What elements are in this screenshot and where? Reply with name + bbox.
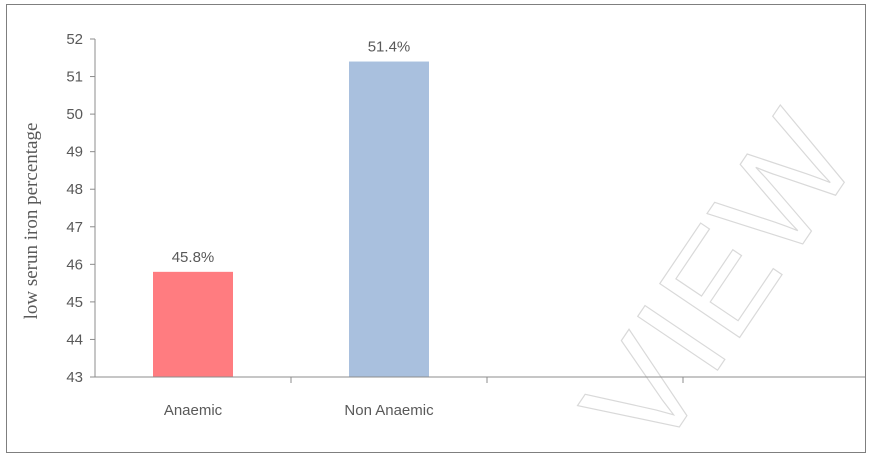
- y-tick-label: 49: [66, 144, 83, 161]
- bar-non-anaemic: [349, 61, 429, 378]
- bar-chart: VIEW 43 44 45 46 47 48 49 50 51 52 45.8% Anaemic 51.…: [21, 31, 865, 452]
- y-tick-label: 50: [66, 106, 83, 123]
- bars: [153, 61, 429, 378]
- data-label: 51.4%: [368, 39, 411, 56]
- y-tick-label: 48: [66, 181, 83, 198]
- watermark-text: VIEW: [552, 86, 865, 452]
- axes: [90, 38, 865, 383]
- y-tick-label: 51: [66, 69, 83, 86]
- y-tick-label: 44: [66, 331, 83, 348]
- y-tick-label: 43: [66, 369, 83, 386]
- y-tick-label: 45: [66, 294, 83, 311]
- bar-anaemic: [153, 271, 233, 377]
- chart-frame: VIEW 43 44 45 46 47 48 49 50 51 52 45.8% Anaemic 51.…: [6, 4, 866, 453]
- watermark: VIEW: [551, 85, 865, 452]
- y-tick-label: 47: [66, 219, 83, 236]
- labels: 43 44 45 46 47 48 49 50 51 52 45.8% Anaemic 51.4% Non…: [66, 31, 434, 419]
- y-axis-title: low serun iron percentage: [21, 123, 42, 320]
- x-category-label: Non Anaemic: [344, 402, 434, 419]
- x-category-label: Anaemic: [164, 402, 223, 419]
- y-tick-label: 52: [66, 31, 83, 48]
- data-label: 45.8%: [172, 249, 215, 266]
- y-tick-label: 46: [66, 256, 83, 273]
